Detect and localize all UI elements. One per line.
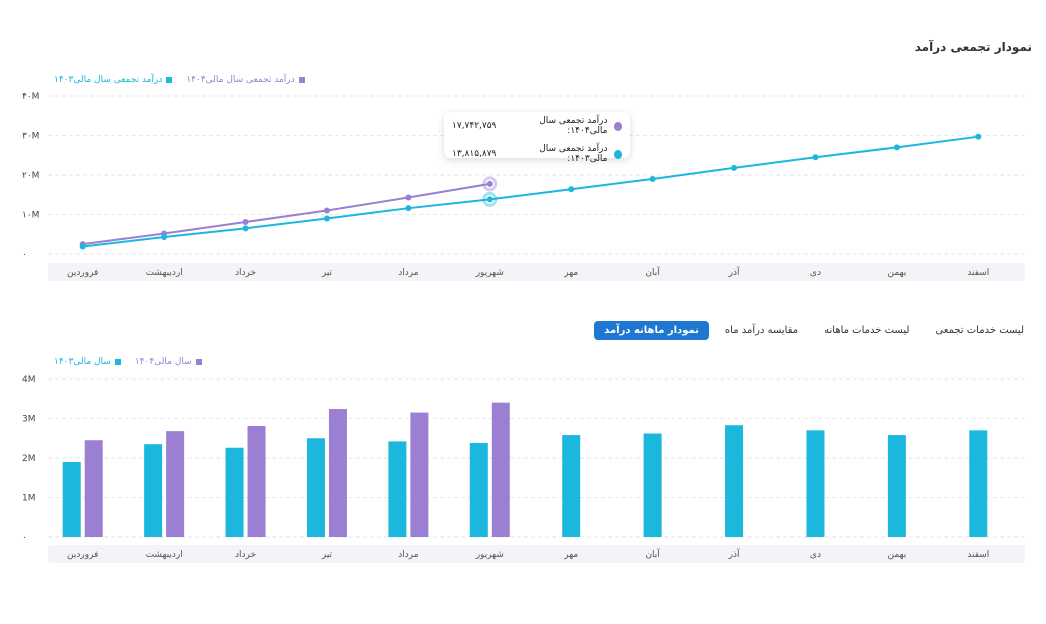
monthly-legend: سال مالی۱۴۰۴ سال مالی۱۴۰۳ <box>54 357 202 367</box>
legend-label-1404-monthly: سال مالی۱۴۰۴ <box>134 357 192 367</box>
data-point <box>893 144 900 151</box>
x-tick-label: آذر <box>728 266 740 278</box>
tooltip-value-1404: ۱۷,۷۴۲,۷۵۹ <box>452 121 497 131</box>
x-tick-label: فروردین <box>67 268 98 278</box>
bar-1403 <box>388 441 407 537</box>
x-tick-label: دی <box>810 268 821 278</box>
x-tick-label: مهر <box>563 268 578 278</box>
tooltip-dot-purple <box>613 121 622 131</box>
data-point <box>975 133 982 140</box>
bar-1403 <box>643 433 662 537</box>
y-tick-label: 2M <box>22 454 36 464</box>
legend-item-1403[interactable]: درآمد تجمعی سال مالی۱۴۰۳ <box>54 75 173 85</box>
legend-item-1403-monthly[interactable]: سال مالی۱۴۰۳ <box>54 357 121 367</box>
tooltip-value-1403: ۱۳,۸۱۵,۸۷۹ <box>452 149 497 159</box>
y-tick-label: ۰ <box>22 533 27 543</box>
tooltip-dot-teal <box>613 149 622 159</box>
cumulative-chart-title: نمودار تجمعی درآمد <box>914 40 1032 54</box>
bar-1403 <box>806 430 825 537</box>
tab-month-income-comparison[interactable]: مقایسه درآمد ماه <box>724 325 799 336</box>
x-tick-label: اسفند <box>967 268 989 278</box>
legend-swatch-purple <box>298 77 305 83</box>
data-point <box>405 205 412 212</box>
tooltip-label-1403: درآمد تجمعی سال مالی۱۴۰۳: <box>539 144 608 164</box>
data-point <box>323 207 330 214</box>
data-point <box>242 219 249 226</box>
bar-1403 <box>225 447 244 537</box>
highlight-point <box>482 191 498 207</box>
chart-tabs: نمودار ماهانه درآمد مقایسه درآمد ماه لیس… <box>594 321 1034 340</box>
bar-1404 <box>166 431 185 537</box>
y-tick-label: ۲۰M <box>22 171 39 181</box>
monthly-xaxis-band <box>48 545 1025 563</box>
y-tick-label: 1M <box>22 494 36 504</box>
bar-1404 <box>247 426 266 537</box>
data-point <box>649 175 656 182</box>
y-tick-label: ۴۰M <box>22 92 39 102</box>
legend-label-1404: درآمد تجمعی سال مالی۱۴۰۴ <box>186 75 295 85</box>
legend-label-1403-monthly: سال مالی۱۴۰۳ <box>54 357 111 367</box>
bar-1403 <box>562 435 581 537</box>
bar-1404 <box>491 402 510 537</box>
data-point <box>79 243 86 250</box>
bar-1404 <box>84 440 103 537</box>
legend-swatch-teal <box>114 359 121 365</box>
x-tick-label: بهمن <box>888 268 907 278</box>
bar-1403 <box>62 461 81 537</box>
x-tick-label: مرداد <box>398 268 418 278</box>
data-point <box>323 215 330 222</box>
y-tick-label: 4M <box>22 375 36 385</box>
tab-monthly-services-list[interactable]: لیست خدمات ماهانه <box>824 325 910 336</box>
legend-item-1404-monthly[interactable]: سال مالی۱۴۰۴ <box>135 357 202 367</box>
data-point <box>812 154 819 161</box>
legend-swatch-teal <box>166 77 173 83</box>
data-point <box>161 234 168 241</box>
data-point <box>568 186 575 193</box>
series-line <box>82 182 490 246</box>
data-point <box>486 196 493 203</box>
legend-label-1403: درآمد تجمعی سال مالی۱۴۰۳ <box>54 75 163 85</box>
bar-1403 <box>306 438 325 537</box>
bar-1403 <box>469 442 488 537</box>
cumulative-xaxis-band <box>48 263 1025 281</box>
cumulative-legend: درآمد تجمعی سال مالی۱۴۰۴ درآمد تجمعی سال… <box>54 75 305 85</box>
bar-1403 <box>144 444 163 537</box>
data-point <box>242 225 249 232</box>
legend-item-1404[interactable]: درآمد تجمعی سال مالی۱۴۰۴ <box>186 75 305 85</box>
y-tick-label: ۳۰M <box>22 132 39 142</box>
y-tick-label: ۰ <box>22 250 27 260</box>
x-tick-label: آبان <box>645 266 660 278</box>
y-tick-label: ۱۰M <box>22 211 39 221</box>
x-tick-label: اردیبهشت <box>146 268 183 278</box>
series-line <box>82 135 979 248</box>
legend-swatch-purple <box>195 359 202 365</box>
y-tick-label: 3M <box>22 415 36 425</box>
highlight-point <box>482 176 498 192</box>
tooltip-row-1403: درآمد تجمعی سال مالی۱۴۰۳: ۱۳,۸۱۵,۸۷۹ <box>444 140 630 168</box>
x-tick-label: تیر <box>321 268 333 278</box>
bar-1404 <box>410 412 429 537</box>
chart-tooltip: درآمد تجمعی سال مالی۱۴۰۴: ۱۷,۷۴۲,۷۵۹ درآ… <box>444 112 630 164</box>
bar-1403 <box>725 425 744 537</box>
tab-monthly-income-chart[interactable]: نمودار ماهانه درآمد <box>594 321 709 340</box>
x-tick-label: خرداد <box>235 268 256 278</box>
data-point <box>486 180 493 187</box>
bar-1404 <box>328 409 347 537</box>
tab-cumulative-services-list[interactable]: لیست خدمات تجمعی <box>935 325 1024 336</box>
data-point <box>405 194 412 201</box>
bar-1403 <box>887 435 906 537</box>
cumulative-line-chart: ۰ ۱۰M ۲۰M ۳۰M ۴۰M فروردین اردیبهشت خرداد تیر مردا… <box>22 92 1025 278</box>
bar-1403 <box>969 430 988 537</box>
tooltip-row-1404: درآمد تجمعی سال مالی۱۴۰۴: ۱۷,۷۴۲,۷۵۹ <box>444 112 630 140</box>
x-tick-label: شهریور <box>475 268 504 278</box>
data-point <box>731 164 738 171</box>
tooltip-label-1404: درآمد تجمعی سال مالی۱۴۰۴: <box>539 116 608 136</box>
